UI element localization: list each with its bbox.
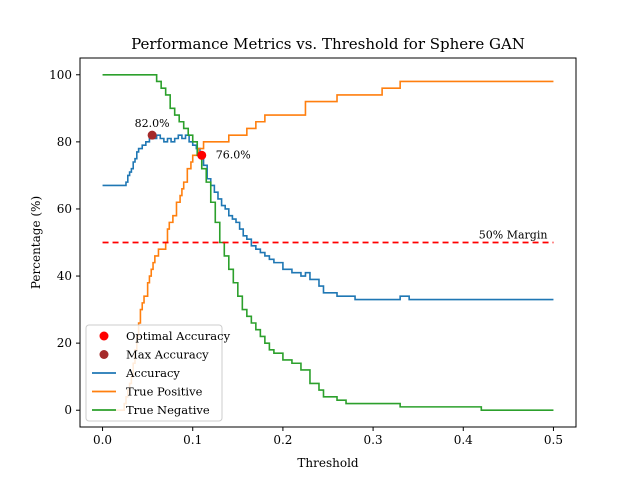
legend-label: Optimal Accuracy xyxy=(126,329,231,343)
y-tick-label: 80 xyxy=(57,135,72,149)
y-axis: 0 20 40 60 80 100 xyxy=(49,68,80,417)
point-max-accuracy xyxy=(147,130,157,140)
margin-line-label: 50% Margin xyxy=(479,229,548,242)
point-label: 82.0% xyxy=(135,117,170,130)
legend-box xyxy=(85,324,223,422)
legend-label: True Negative xyxy=(126,403,210,417)
plot-frame xyxy=(79,57,577,428)
x-tick-label: 0.4 xyxy=(454,433,473,447)
series-line-accuracy xyxy=(102,134,554,301)
y-axis-label: Percentage (%) xyxy=(29,196,43,289)
x-tick-label: 0.5 xyxy=(544,433,563,447)
point-optimal-accuracy xyxy=(197,150,207,160)
y-tick-label: 0 xyxy=(64,403,72,417)
legend-marker xyxy=(99,331,109,341)
chart-title: Performance Metrics vs. Threshold for Sp… xyxy=(131,35,525,53)
series-line-true-negative xyxy=(102,73,554,412)
x-axis: 0.0 0.1 0.2 0.3 0.4 0.5 xyxy=(93,427,563,447)
legend-label: Max Accuracy xyxy=(126,348,209,362)
y-tick-label: 20 xyxy=(57,336,72,350)
point-label: 76.0% xyxy=(216,148,251,161)
y-tick-label: 60 xyxy=(57,202,72,216)
legend-marker xyxy=(99,350,109,359)
legend: Optimal Accuracy Max Accuracy Accuracy True… xyxy=(85,324,231,422)
y-tick-label: 100 xyxy=(49,68,72,82)
legend-label: Accuracy xyxy=(125,366,180,380)
x-tick-label: 0.1 xyxy=(183,433,202,447)
x-tick-label: 0.0 xyxy=(93,433,112,447)
y-tick-label: 40 xyxy=(57,269,72,283)
x-axis-label: Threshold xyxy=(297,456,359,470)
x-tick-label: 0.3 xyxy=(364,433,383,447)
legend-label: True Positive xyxy=(126,385,203,399)
x-tick-label: 0.2 xyxy=(273,433,292,447)
